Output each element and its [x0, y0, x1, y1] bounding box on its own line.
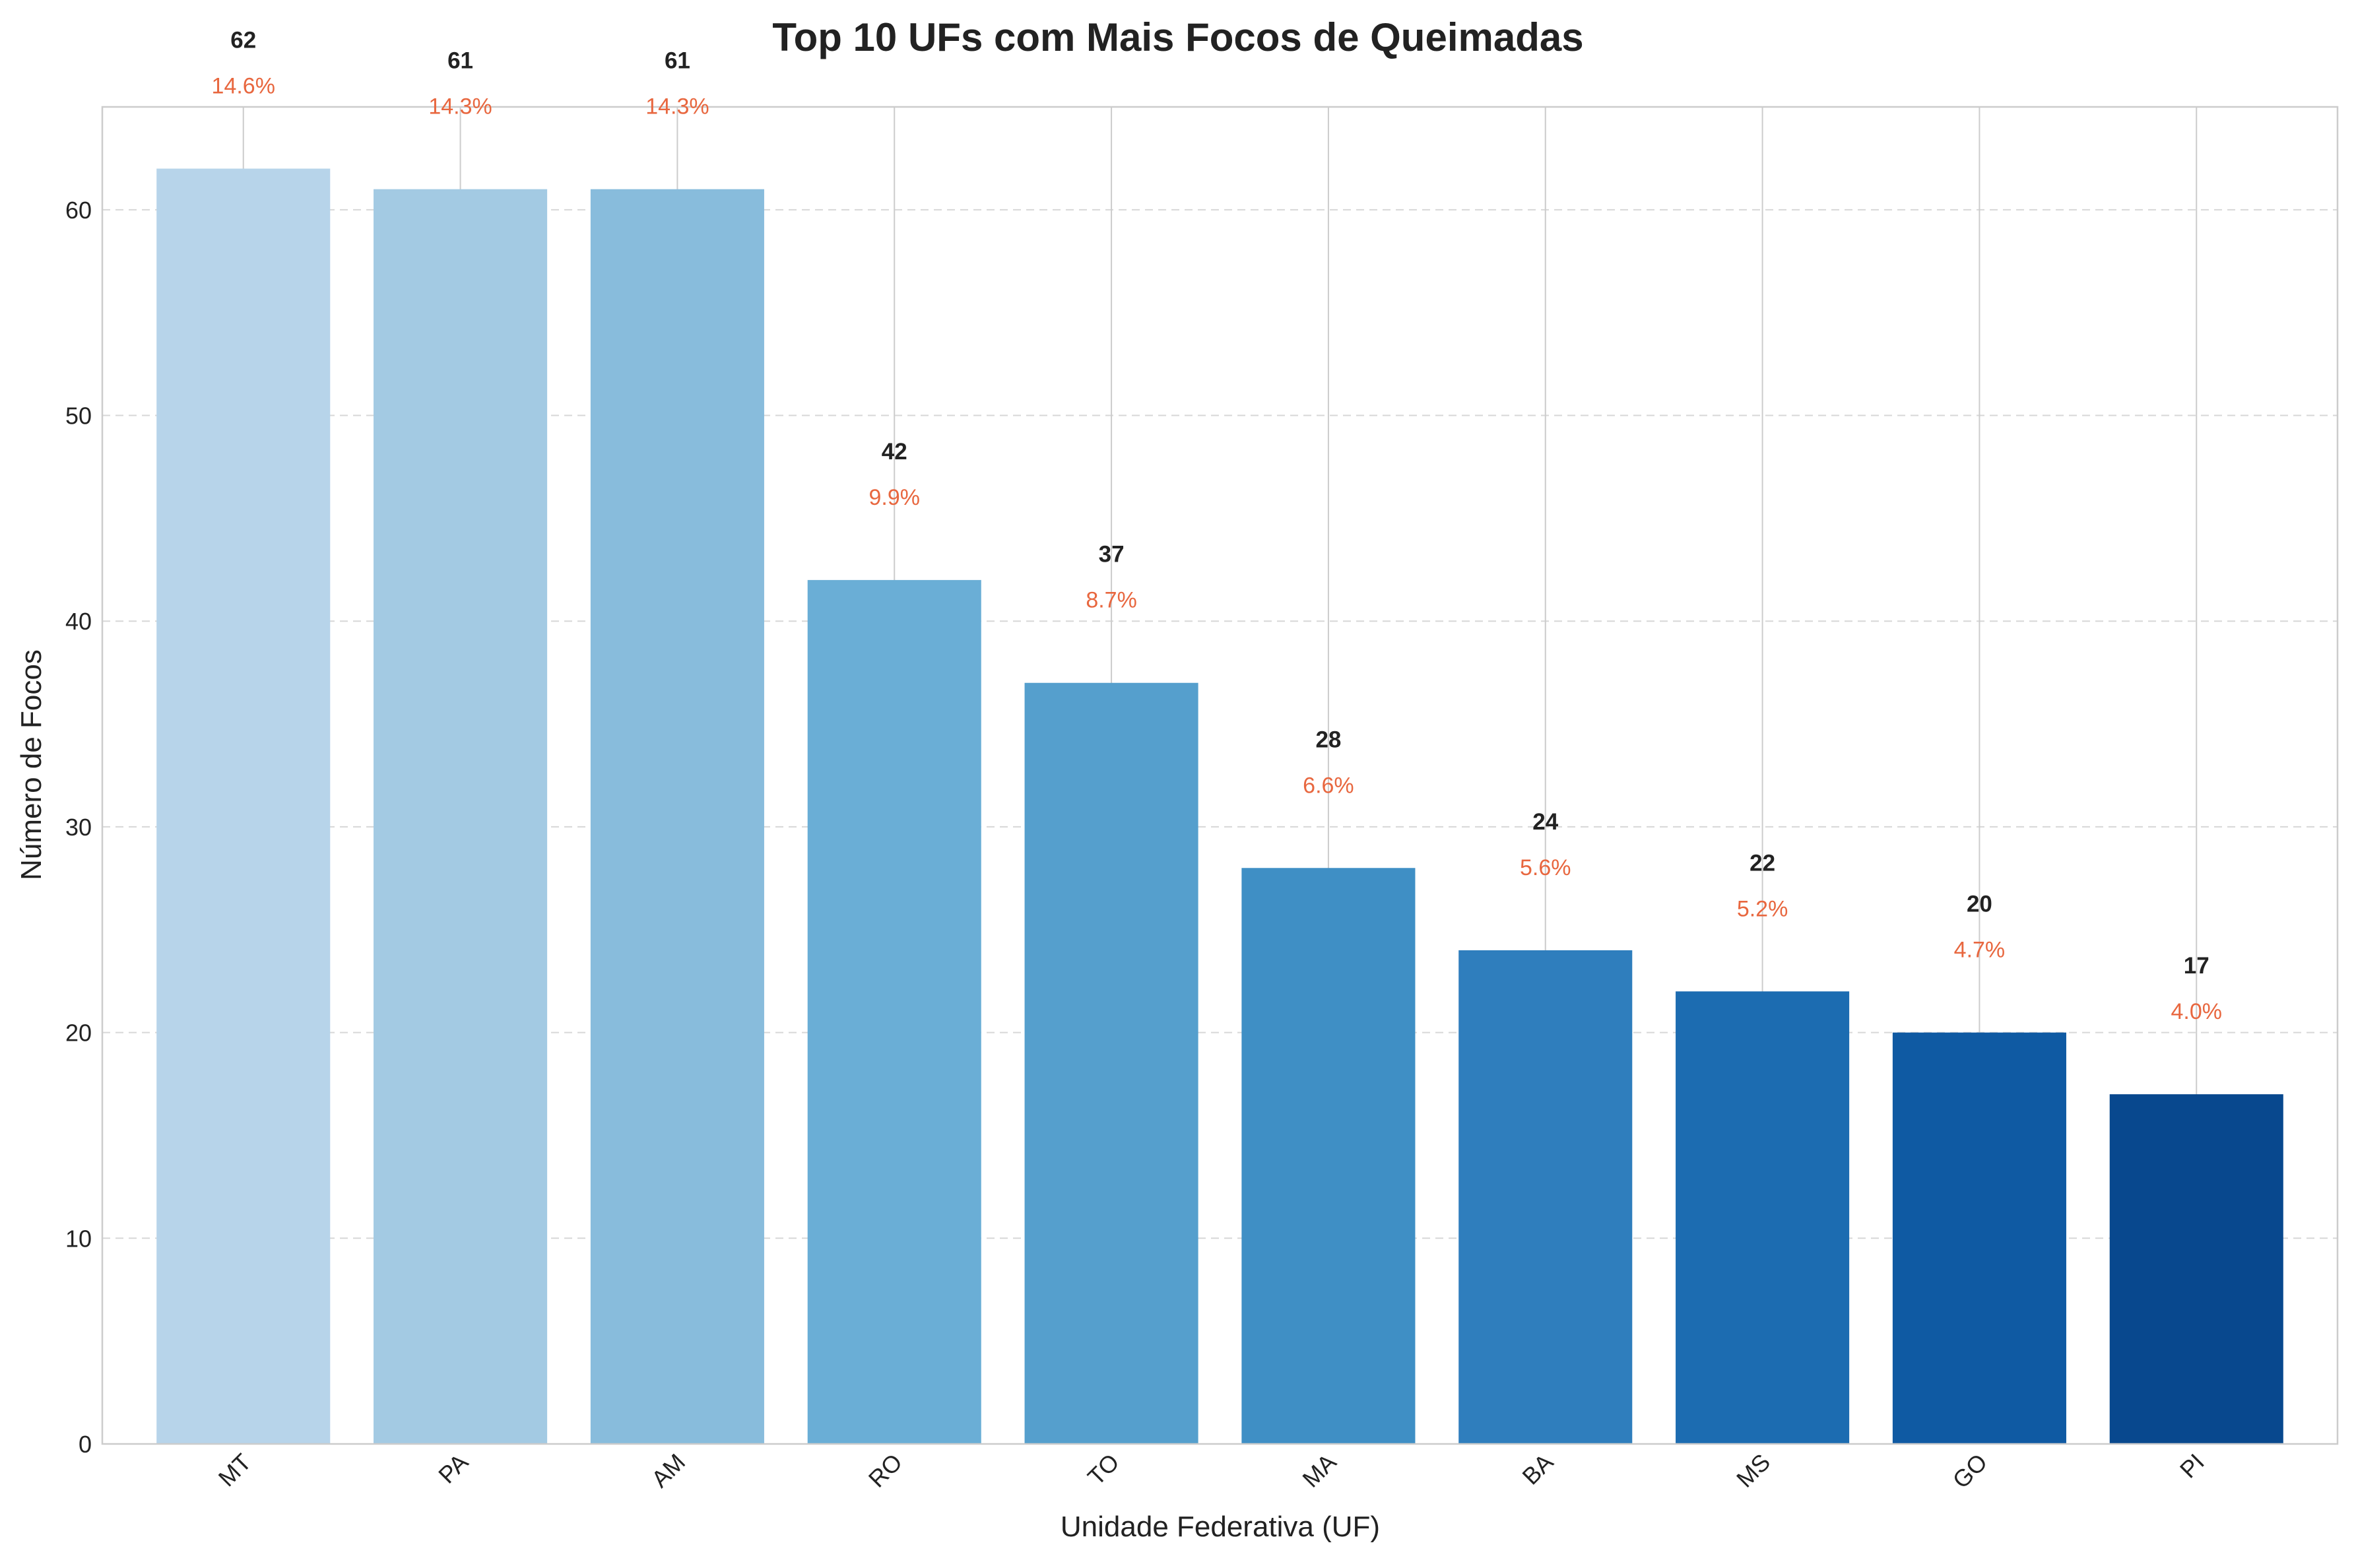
y-tick-label: 40: [65, 608, 92, 635]
percent-label: 4.0%: [2171, 999, 2223, 1024]
percent-label: 4.7%: [1954, 938, 2006, 963]
y-tick-label: 30: [65, 814, 92, 841]
value-label: 61: [665, 48, 690, 74]
chart-title: Top 10 UFs com Mais Focos de Queimadas: [772, 15, 1583, 59]
y-tick-label: 10: [65, 1225, 92, 1252]
bar-ba: [1458, 950, 1633, 1444]
bar-ms: [1676, 991, 1850, 1444]
percent-label: 5.6%: [1520, 855, 1571, 880]
bar-am: [590, 189, 764, 1445]
value-label: 37: [1099, 542, 1125, 568]
value-label: 20: [1967, 892, 1992, 917]
bar-ro: [807, 579, 981, 1444]
percent-label: 8.7%: [1086, 588, 1137, 613]
percent-label: 6.6%: [1303, 773, 1354, 798]
value-label: 17: [2184, 953, 2209, 979]
y-tick-label: 50: [65, 403, 92, 430]
percent-label: 14.6%: [212, 74, 275, 99]
x-axis-title: Unidade Federativa (UF): [1061, 1511, 1380, 1543]
y-tick-label: 20: [65, 1020, 92, 1047]
percent-label: 9.9%: [868, 485, 920, 510]
percent-label: 5.2%: [1737, 896, 1788, 921]
value-label: 42: [882, 439, 907, 465]
plot-frame: [101, 106, 2339, 1445]
bar-mt: [156, 168, 331, 1444]
value-label: 28: [1315, 727, 1341, 752]
bar-pa: [374, 189, 548, 1445]
value-label: 61: [447, 48, 473, 74]
percent-label: 14.3%: [645, 94, 709, 119]
bar-pi: [2109, 1094, 2283, 1444]
percent-label: 14.3%: [428, 94, 492, 119]
y-axis-title: Número de Focos: [15, 649, 48, 880]
bars: [156, 168, 2283, 1445]
data-labels: 62 14.6% 61 14.3% 61 14.3% 42 9.9% 37 8.7% 28 6.6% 2…: [212, 28, 2222, 1025]
y-tick-label: 0: [79, 1431, 92, 1458]
value-label: 62: [230, 28, 256, 53]
y-tick-label: 60: [65, 197, 92, 224]
value-label: 24: [1532, 809, 1558, 835]
bar-ma: [1241, 868, 1416, 1444]
bar-to: [1024, 682, 1198, 1444]
value-label: 22: [1750, 850, 1775, 876]
bar-go: [1892, 1032, 2066, 1444]
